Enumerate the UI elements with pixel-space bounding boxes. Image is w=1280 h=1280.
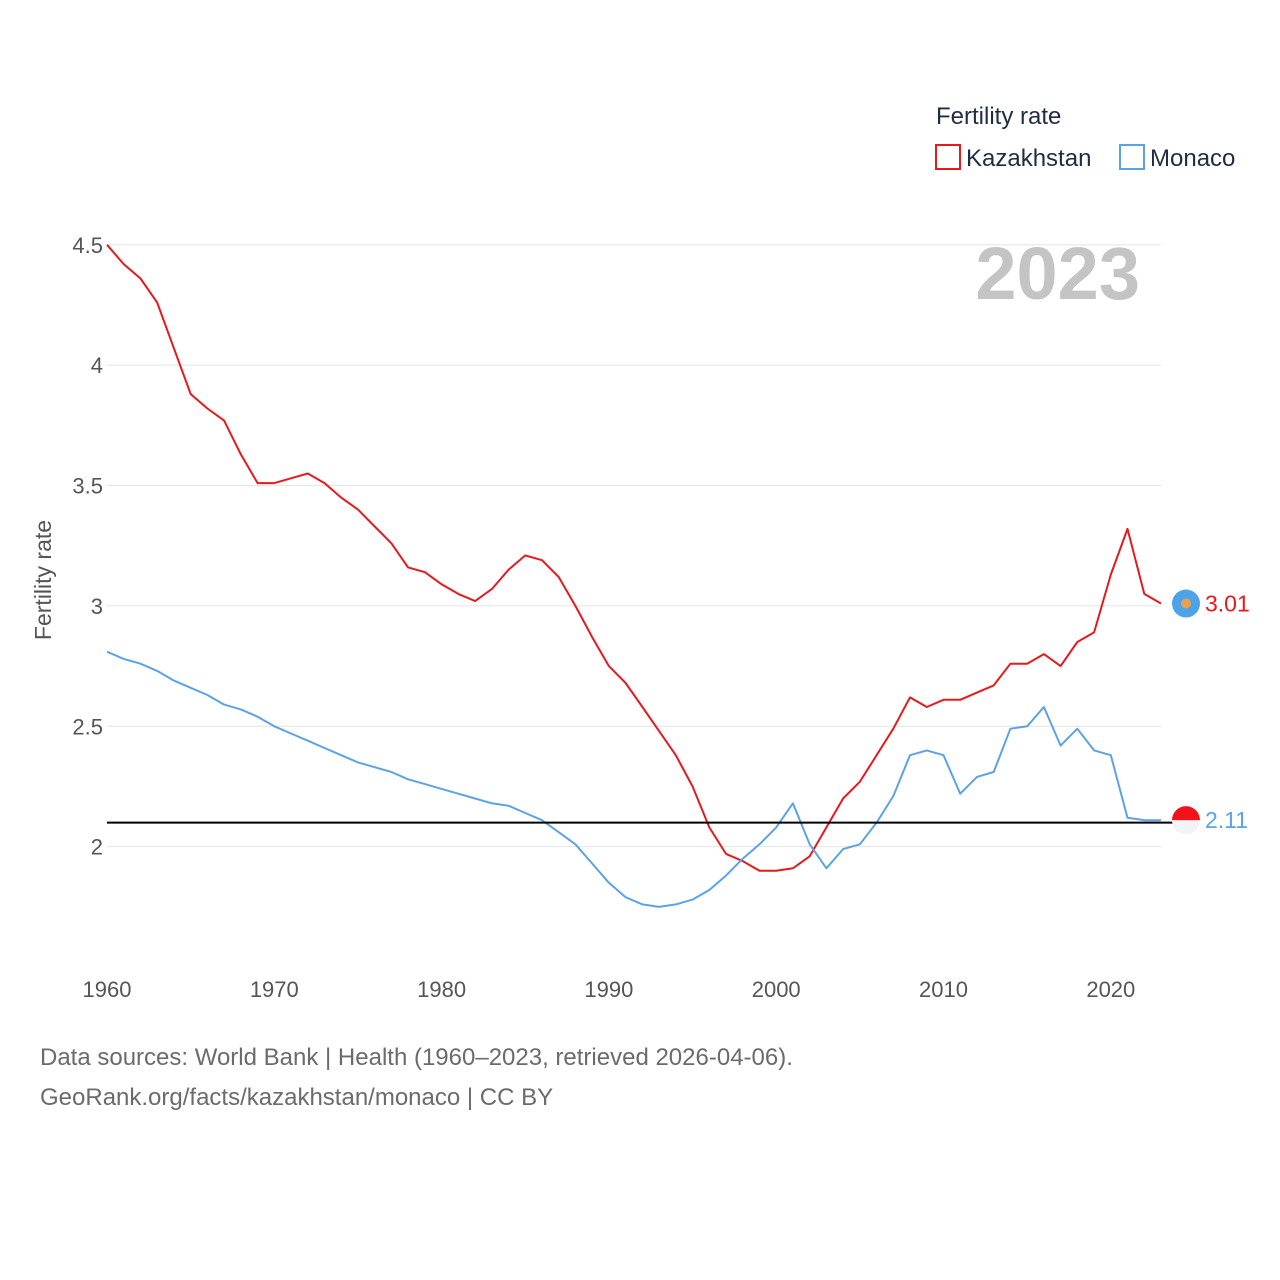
y-tick-label: 2 [91, 835, 103, 860]
x-tick-label: 2000 [752, 977, 801, 1002]
legend-title: Fertility rate [936, 103, 1061, 130]
y-axis-title: Fertility rate [30, 520, 56, 640]
flag-sun-icon [1181, 598, 1191, 609]
series-lines [106, 244, 1162, 908]
x-tick-label: 1960 [83, 977, 132, 1002]
y-tick-label: 3.5 [72, 474, 103, 499]
x-tick-label: 1980 [417, 977, 466, 1002]
x-axis-ticks: 1960 1970 1980 1990 2000 2010 2020 [83, 977, 1136, 1002]
end-marker-monaco: 2.11 [1172, 806, 1248, 835]
legend-swatch-monaco[interactable] [1119, 144, 1145, 170]
series-line-monaco[interactable] [106, 650, 1161, 908]
legend-swatch-kazakhstan[interactable] [935, 144, 961, 170]
series-line-kazakhstan[interactable] [106, 244, 1162, 872]
end-markers: 3.01 2.11 [1172, 589, 1250, 835]
y-tick-label: 3 [91, 594, 103, 619]
x-tick-label: 1990 [584, 977, 633, 1002]
y-axis-ticks: 2 2.5 3 3.5 4 4.5 [72, 233, 103, 860]
legend-label-monaco[interactable]: Monaco [1150, 145, 1235, 172]
year-watermark: 2023 [975, 232, 1140, 315]
y-tick-label: 4 [91, 353, 103, 378]
y-tick-label: 4.5 [72, 233, 103, 258]
x-tick-label: 2020 [1086, 977, 1135, 1002]
end-value-label-kazakhstan: 3.01 [1205, 591, 1250, 617]
y-tick-label: 2.5 [72, 714, 103, 739]
legend: Fertility rate Kazakhstan Monaco [935, 103, 1235, 172]
x-tick-label: 2010 [919, 977, 968, 1002]
x-tick-label: 1970 [250, 977, 299, 1002]
end-marker-kazakhstan: 3.01 [1172, 589, 1250, 618]
flag-red-half [1172, 806, 1200, 821]
end-value-label-monaco: 2.11 [1205, 807, 1248, 833]
data-source-text: Data sources: World Bank | Health (1960–… [40, 1044, 793, 1071]
gridlines [107, 244, 1161, 848]
credit-text: GeoRank.org/facts/kazakhstan/monaco | CC… [40, 1084, 554, 1111]
legend-label-kazakhstan[interactable]: Kazakhstan [966, 145, 1091, 172]
